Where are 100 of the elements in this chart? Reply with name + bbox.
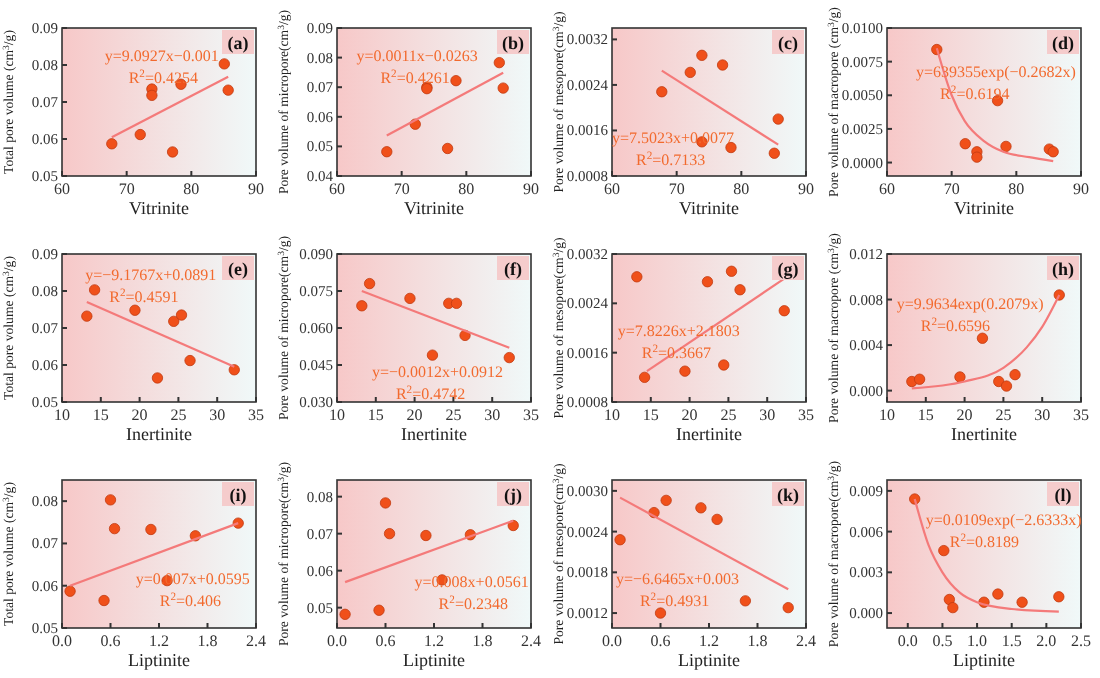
x-axis-title: Inertinite: [126, 424, 192, 444]
x-tick-label: 70: [393, 180, 410, 198]
x-tick-label: 0.0: [52, 632, 72, 650]
x-tick-label: 90: [1073, 180, 1089, 198]
x-tick-label: 25: [445, 406, 462, 424]
annotation: R$^{2}$=0.6596: [920, 317, 991, 336]
x-tick-label: 2.4: [521, 632, 541, 650]
x-tick-label: 80: [183, 180, 200, 198]
annotation: y=−9.1767x+0.0891: [85, 265, 217, 284]
x-tick-label: 90: [248, 180, 264, 198]
annotation: (c): [778, 33, 798, 53]
x-tick-label: 1.2: [699, 632, 719, 650]
x-tick-label: 30: [759, 406, 776, 424]
annotation: (i): [229, 485, 247, 505]
annotation: y=7.8226x+2.1803: [617, 322, 740, 340]
x-tick-label: 1.5: [1001, 632, 1022, 650]
x-tick-label: 1.8: [747, 632, 768, 650]
x-tick-label: 80: [1008, 180, 1025, 198]
x-tick-label: 20: [131, 406, 148, 424]
x-axis-title: Vitrinite: [129, 198, 189, 218]
x-tick-label: 60: [604, 180, 620, 198]
x-tick-label: 25: [170, 406, 187, 424]
annotation: R$^{2}$=0.4261: [380, 69, 450, 88]
x-tick-label: 15: [367, 406, 384, 424]
annotation: (b): [502, 33, 524, 53]
annotation: (k): [777, 485, 799, 505]
x-tick-label: 30: [209, 406, 226, 424]
x-axis-title: Liptinite: [403, 650, 465, 670]
x-tick-label: 0.5: [932, 632, 953, 650]
x-axis-title: Inertinite: [951, 424, 1017, 444]
x-tick-label: 35: [798, 406, 814, 424]
x-tick-label: 2.4: [246, 632, 266, 650]
x-axis-title: Inertinite: [676, 424, 742, 444]
x-tick-label: 30: [1034, 406, 1051, 424]
x-axis-title: Vitrinite: [404, 198, 464, 218]
x-tick-label: 15: [92, 406, 109, 424]
x-tick-label: 2.5: [1071, 632, 1091, 650]
annotation: y=0.0011x−0.0263: [356, 47, 478, 66]
x-tick-label: 70: [943, 180, 960, 198]
annotation: R$^{2}$=0.3667: [641, 344, 712, 362]
x-tick-label: 30: [484, 406, 501, 424]
x-tick-label: 90: [798, 180, 814, 198]
annotation: (e): [228, 259, 248, 279]
x-tick-label: 0.0: [897, 632, 918, 650]
x-tick-label: 20: [681, 406, 698, 424]
x-tick-label: 1.2: [424, 632, 444, 650]
x-tick-label: 0.6: [650, 632, 671, 650]
annotation: y=9.9634exp(0.2079x): [896, 295, 1045, 314]
annotation: y=−0.0012x+0.0912: [371, 363, 504, 382]
x-tick-label: 25: [995, 406, 1012, 424]
annotation: R$^{2}$=0.406: [159, 592, 222, 611]
x-axis-title: Inertinite: [401, 424, 467, 444]
annotation: R$^{2}$=0.2348: [438, 595, 508, 614]
x-tick-label: 60: [54, 180, 70, 198]
x-tick-label: 35: [1073, 406, 1089, 424]
x-tick-label: 25: [720, 406, 737, 424]
x-tick-label: 35: [523, 406, 539, 424]
x-tick-label: 10: [329, 406, 345, 424]
annotation: R$^{2}$=0.4591: [109, 287, 179, 306]
annotation: (d): [1052, 33, 1074, 53]
x-tick-label: 0.0: [327, 632, 347, 650]
annotation: y=9.0927x−0.001: [104, 47, 219, 66]
x-tick-label: 0.0: [602, 632, 622, 650]
annotation: (a): [227, 33, 249, 53]
x-axis-title: Vitrinite: [954, 198, 1014, 218]
annotation: (j): [504, 485, 522, 505]
x-axis-title: Liptinite: [128, 650, 190, 670]
x-tick-label: 1.8: [197, 632, 218, 650]
x-tick-label: 0.6: [375, 632, 396, 650]
x-tick-label: 10: [54, 406, 70, 424]
annotation: (f): [504, 259, 522, 279]
x-tick-label: 20: [406, 406, 423, 424]
x-tick-label: 60: [329, 180, 345, 198]
x-tick-label: 1.2: [149, 632, 169, 650]
annotation: (l): [1054, 485, 1072, 505]
x-tick-label: 0.6: [100, 632, 121, 650]
annotation: R$^{2}$=0.4931: [639, 592, 710, 611]
x-tick-label: 2.4: [796, 632, 816, 650]
annotation: (h): [1052, 259, 1074, 279]
x-tick-label: 90: [523, 180, 539, 198]
annotation: y=0.008x+0.0561: [414, 573, 529, 592]
annotation: y=−6.6465x+0.003: [615, 570, 739, 589]
x-tick-label: 80: [458, 180, 475, 198]
x-tick-label: 1.8: [472, 632, 493, 650]
x-tick-label: 2.0: [1036, 632, 1057, 650]
x-tick-label: 70: [118, 180, 135, 198]
x-tick-label: 10: [604, 406, 620, 424]
x-axis-title: Liptinite: [953, 650, 1015, 670]
annotation: R$^{2}$=0.4742: [395, 385, 466, 404]
x-tick-label: 15: [642, 406, 659, 424]
annotation: R$^{2}$=0.8189: [949, 533, 1020, 551]
x-tick-label: 80: [733, 180, 750, 198]
x-tick-label: 35: [248, 406, 264, 424]
x-tick-label: 60: [879, 180, 895, 198]
x-tick-label: 15: [917, 406, 934, 424]
x-axis-title: Vitrinite: [679, 198, 739, 218]
x-tick-label: 20: [956, 406, 973, 424]
x-axis-title: Liptinite: [678, 650, 740, 670]
x-tick-label: 1.0: [967, 632, 988, 650]
x-tick-label: 70: [668, 180, 685, 198]
